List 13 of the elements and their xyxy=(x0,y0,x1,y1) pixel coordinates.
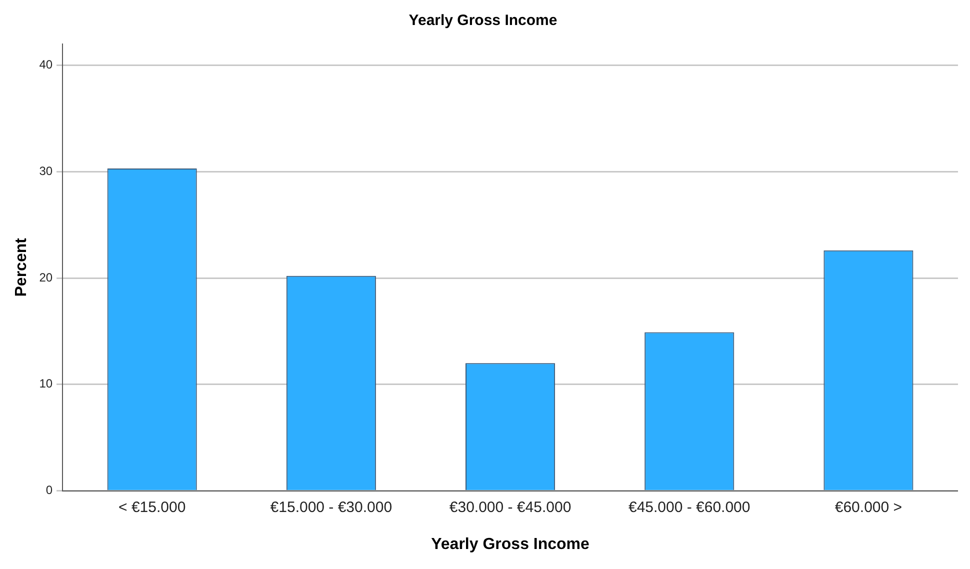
x-tick-label: €45.000 - €60.000 xyxy=(628,498,750,516)
x-tick-label: €15.000 - €30.000 xyxy=(270,498,392,516)
y-tick-label: 20 xyxy=(39,270,53,284)
x-tick-label: €30.000 - €45.000 xyxy=(449,498,572,516)
y-tick-label: 0 xyxy=(46,483,53,498)
x-axis-title: Yearly Gross Income xyxy=(431,536,590,553)
y-tick-label: 30 xyxy=(39,164,53,178)
y-axis-title: Percent xyxy=(13,237,30,297)
x-tick-label: < €15.000 xyxy=(118,498,186,516)
x-tick-label: €60.000 > xyxy=(834,498,902,516)
chart-title: Yearly Gross Income xyxy=(408,12,558,30)
y-tick-label: 40 xyxy=(39,58,53,72)
y-tick-label: 10 xyxy=(39,376,53,391)
